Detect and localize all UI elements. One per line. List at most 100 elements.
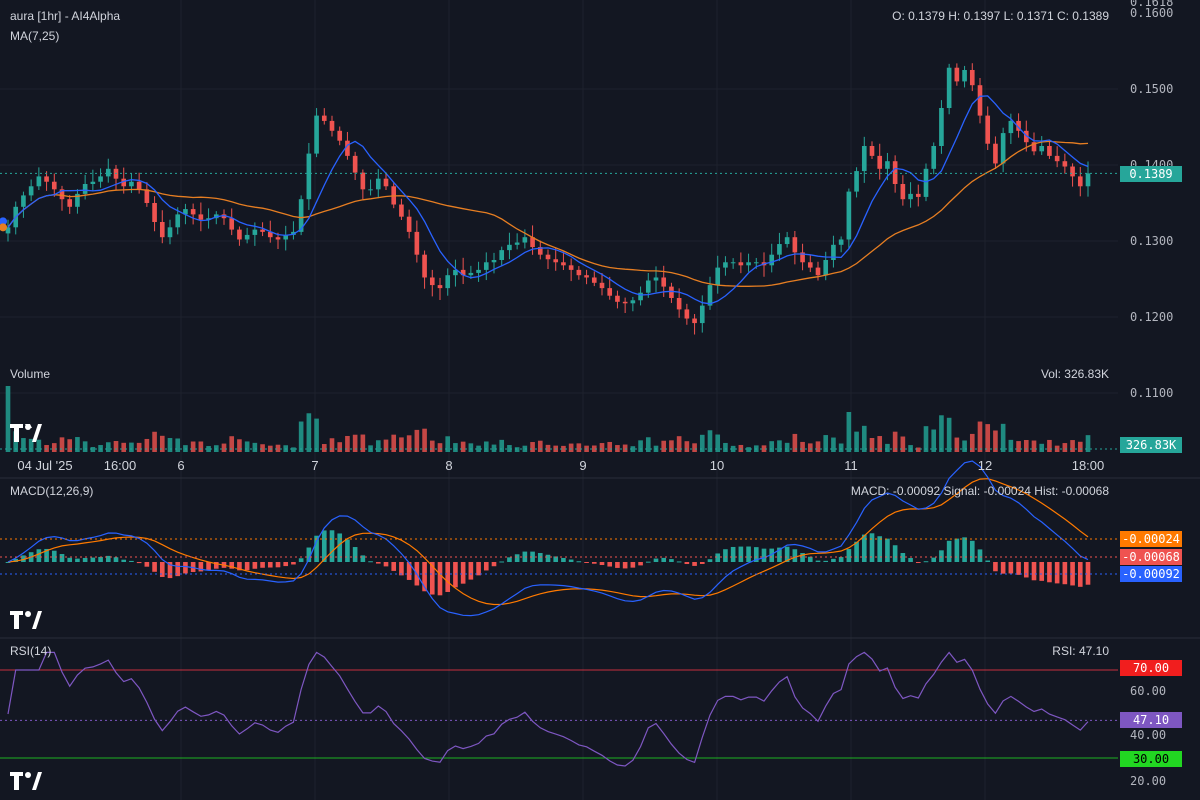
macd-histogram-bar (391, 562, 397, 571)
macd-line-tag: -0.00092 (1120, 566, 1182, 582)
volume-bar (507, 445, 512, 452)
macd-histogram-bar (352, 547, 358, 562)
volume-bar (391, 434, 397, 452)
macd-histogram-bar (291, 562, 296, 565)
volume-bar (1085, 435, 1091, 452)
candle-body (723, 262, 728, 268)
ma-indicator-label: MA(7,25) (10, 29, 60, 43)
candle-body (152, 203, 157, 222)
macd-histogram-bar (229, 562, 235, 569)
volume-bar (530, 442, 535, 452)
candle-body (183, 209, 188, 215)
volume-bar (337, 442, 343, 452)
macd-histogram-bar (59, 554, 65, 562)
candle-body (190, 209, 196, 215)
candle-body (1054, 155, 1060, 162)
candle-body (854, 171, 859, 192)
candle-body (514, 242, 520, 245)
volume-bar (28, 438, 34, 452)
candle-body (414, 231, 420, 255)
candle-body (522, 237, 528, 243)
candle-body (337, 130, 343, 141)
candle-body (198, 214, 204, 220)
candle-body (607, 288, 613, 296)
macd-histogram-bar (738, 546, 744, 562)
volume-bar (499, 439, 505, 452)
macd-histogram-bar (877, 536, 883, 562)
macd-signal-tag: -0.00024 (1120, 531, 1182, 547)
volume-bar (1077, 441, 1083, 452)
volume-bar (869, 437, 875, 452)
price-tick: 0.1200 (1130, 310, 1174, 324)
volume-bar (854, 431, 859, 452)
candle-body (298, 199, 304, 232)
x-axis-label: 6 (177, 458, 185, 473)
macd-histogram-bar (661, 557, 667, 562)
candle-body (167, 227, 173, 238)
volume-bar (784, 442, 790, 452)
macd-histogram-bar (823, 560, 829, 562)
candle-body (44, 176, 49, 182)
macd-histogram-bar (1000, 562, 1006, 574)
volume-bar (669, 440, 674, 452)
macd-histogram-bar (360, 555, 366, 562)
macd-histogram-bar (275, 562, 281, 568)
candle-body (923, 168, 929, 197)
macd-histogram-bar (653, 558, 659, 562)
volume-bar (437, 443, 443, 452)
volume-bar (221, 443, 227, 452)
candle-body (553, 259, 559, 263)
macd-histogram-bar (576, 561, 582, 563)
volume-bar (561, 445, 566, 452)
macd-histogram-bar (252, 562, 258, 569)
macd-histogram-bar (213, 562, 219, 569)
macd-histogram-bar (638, 562, 643, 566)
volume-bar (1047, 439, 1052, 452)
macd-histogram-bar (476, 562, 481, 576)
volume-bar (237, 439, 242, 452)
volume-bar (136, 442, 142, 452)
macd-histogram-bar (136, 562, 142, 564)
volume-bar (105, 442, 111, 452)
macd-histogram-bar (1054, 562, 1060, 584)
volume-bar (491, 444, 497, 452)
candle-body (730, 262, 736, 264)
macd-histogram-bar (306, 547, 312, 562)
rsi-tick: 20.00 (1130, 774, 1167, 788)
volume-bar (568, 443, 574, 452)
macd-histogram-bar (946, 540, 952, 562)
candle-body (5, 227, 11, 234)
macd-hist-tag: -0.00068 (1120, 549, 1182, 565)
candle-body (931, 146, 937, 169)
candle-body (507, 244, 512, 251)
candle-body (861, 146, 867, 172)
macd-histogram-bar (152, 562, 157, 572)
last-price-tag: 0.1389 (1120, 166, 1182, 182)
volume-bar (90, 447, 96, 452)
macd-histogram-bar (869, 533, 875, 562)
macd-histogram-bar (777, 547, 782, 562)
candle-body (244, 234, 250, 240)
macd-histogram-bar (838, 557, 844, 562)
volume-bar (807, 443, 813, 452)
candle-body (807, 262, 813, 268)
candle-body (630, 300, 636, 304)
macd-histogram-bar (260, 562, 265, 568)
macd-histogram-bar (399, 562, 404, 576)
volume-bar (638, 440, 643, 452)
macd-histogram-bar (183, 562, 188, 574)
volume-bar (985, 424, 991, 452)
candle-body (869, 146, 875, 156)
macd-histogram-bar (530, 551, 535, 562)
candle-body (136, 181, 142, 190)
macd-histogram-bar (792, 549, 798, 562)
macd-histogram-bar (5, 562, 11, 563)
candle-body (738, 262, 744, 266)
macd-histogram-bar (915, 562, 921, 563)
volume-readout: Vol: 326.83K (1040, 367, 1109, 381)
macd-histogram-bar (67, 557, 73, 562)
volume-bar (5, 386, 11, 452)
macd-histogram-bar (321, 530, 327, 562)
volume-bar (800, 441, 805, 452)
